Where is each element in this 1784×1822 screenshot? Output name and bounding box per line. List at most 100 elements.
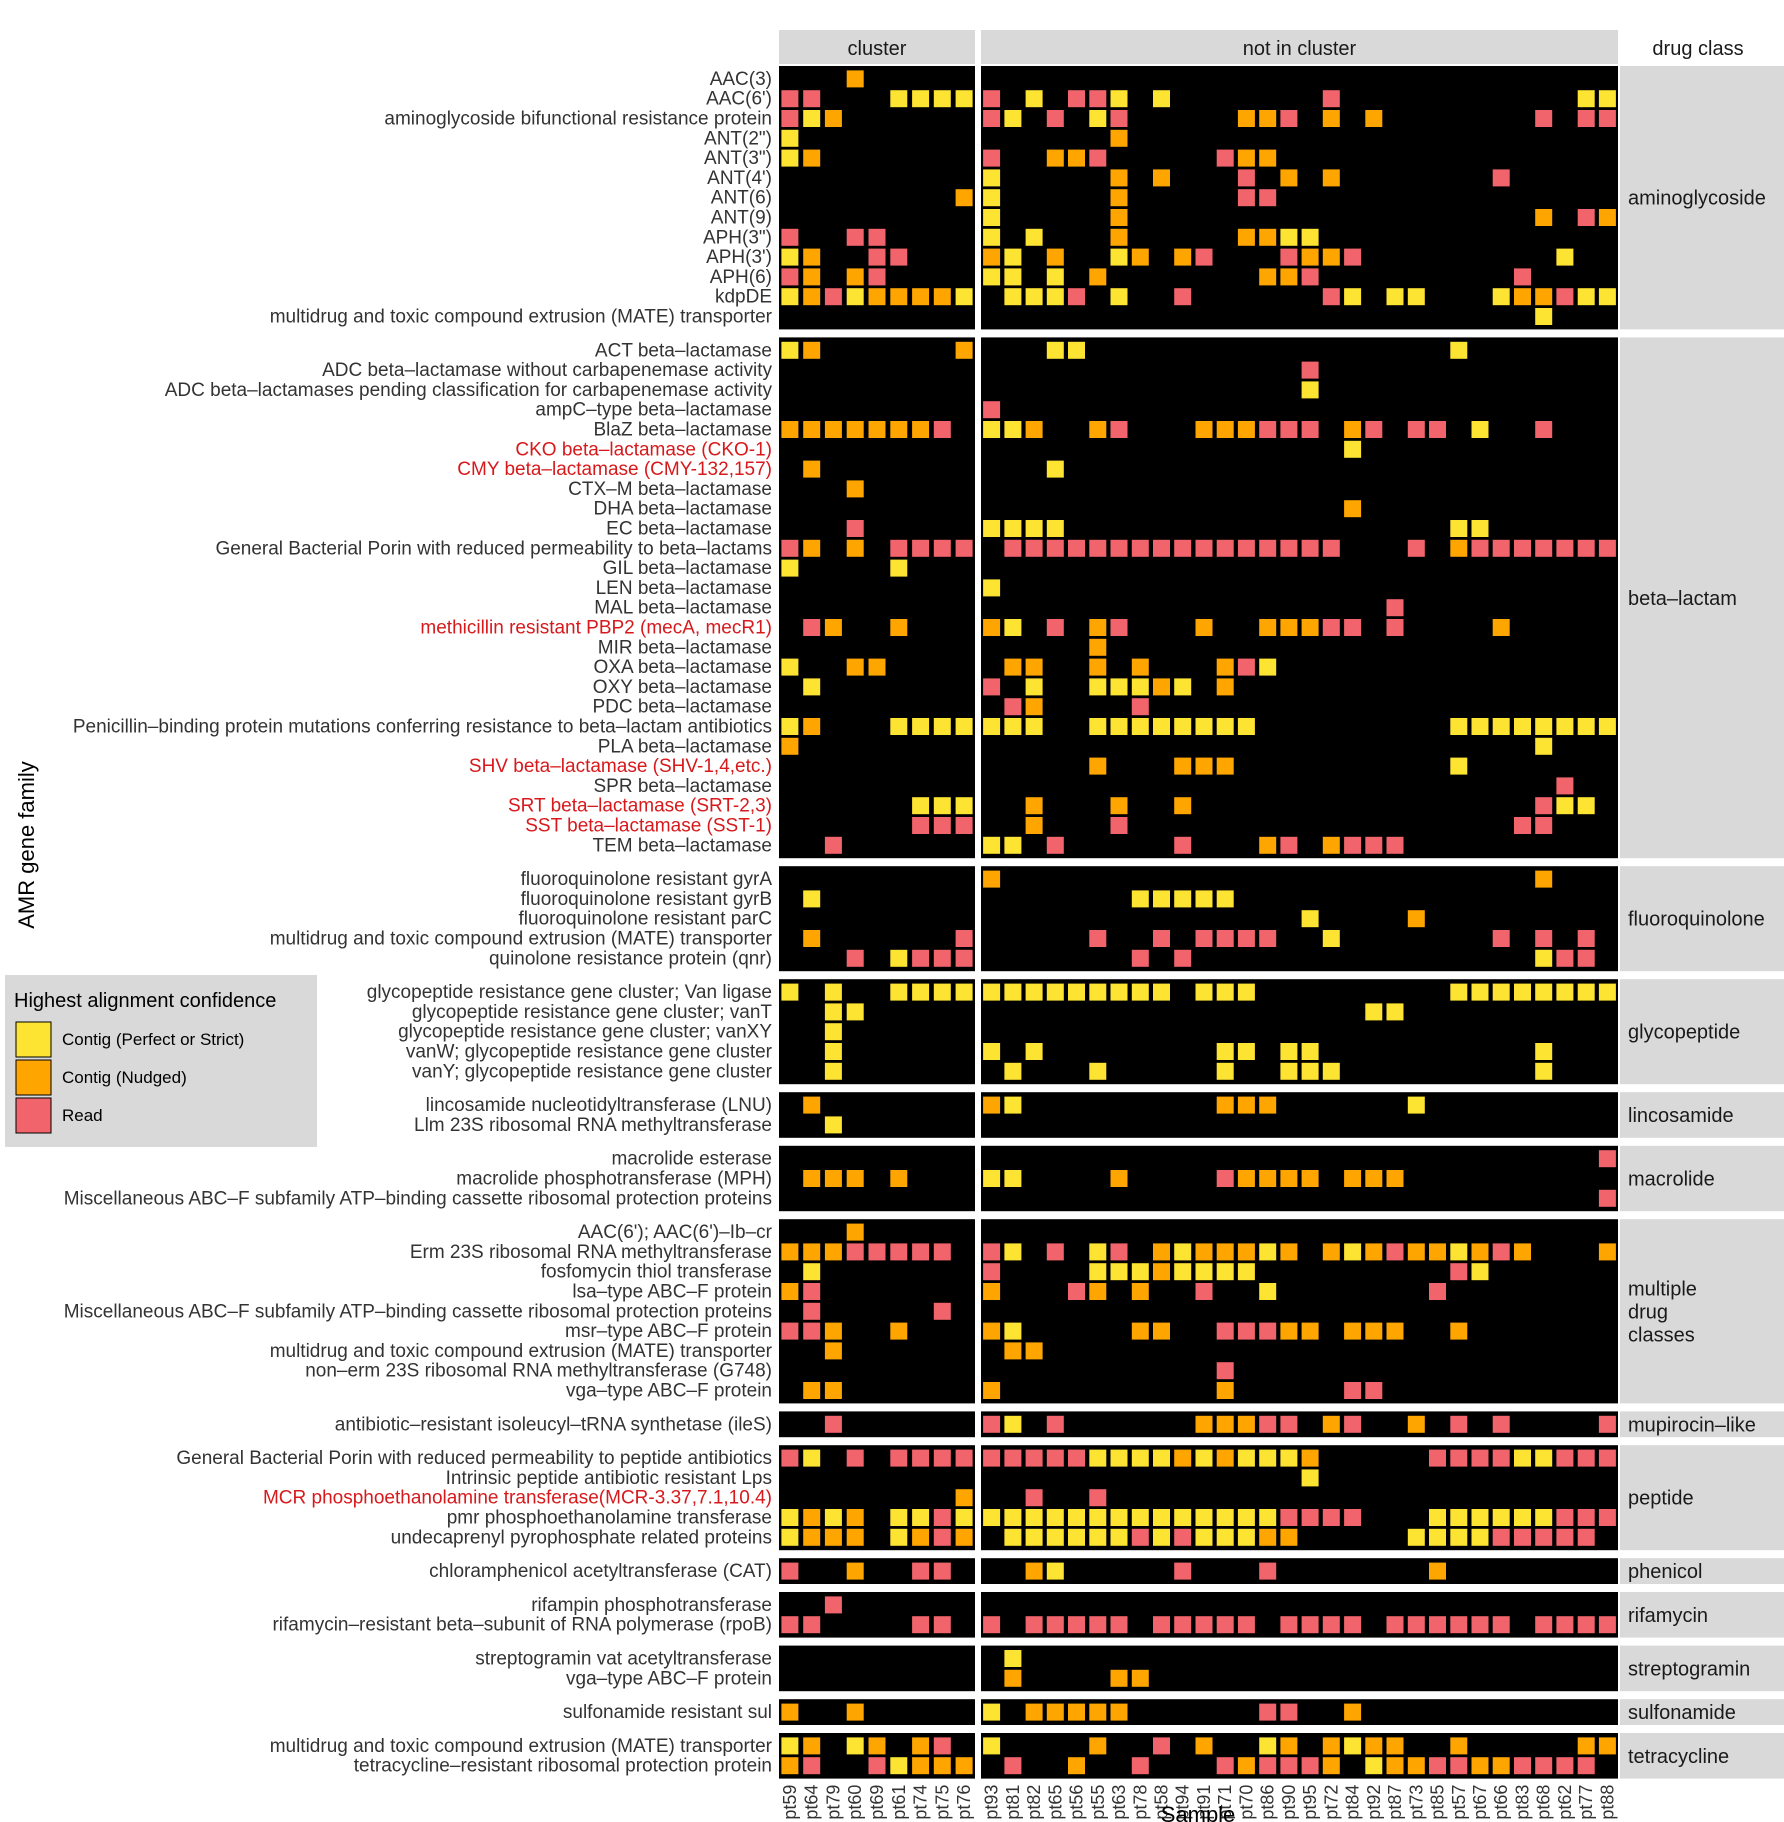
gene-family-label: GIL beta–lactamase (603, 558, 772, 579)
heatmap-cell (1216, 1382, 1234, 1399)
heatmap-cell (1535, 288, 1553, 306)
heatmap-cell (1089, 1243, 1107, 1261)
drug-class-label: beta–lactam (1628, 588, 1737, 610)
heatmap-cell (803, 460, 821, 478)
heatmap-cell (1004, 1669, 1022, 1687)
panel-bg (981, 1092, 1618, 1138)
heatmap-cell (781, 983, 799, 1001)
drug-class-label: aminoglycoside (1628, 188, 1766, 210)
heatmap-cell (1237, 1415, 1255, 1433)
heatmap-cell (781, 1757, 799, 1775)
heatmap-cell (983, 1322, 1001, 1340)
heatmap-cell (1237, 1528, 1255, 1546)
heatmap-cell (1131, 983, 1149, 1001)
heatmap-cell (890, 421, 908, 438)
heatmap-cell (1237, 1449, 1255, 1467)
heatmap-cell (1068, 90, 1085, 108)
heatmap-cell (803, 718, 821, 735)
heatmap-cell (933, 1302, 951, 1320)
heatmap-cell (1598, 1189, 1616, 1207)
heatmap-cell (1322, 930, 1340, 947)
legend-swatch (15, 1021, 52, 1058)
heatmap-cell (846, 520, 864, 537)
heatmap-cell (1386, 1170, 1404, 1187)
heatmap-cell (1280, 1528, 1298, 1546)
heatmap-cell (1322, 1062, 1340, 1080)
legend-background (5, 975, 317, 1147)
gene-family-label: SRT beta–lactamase (SRT-2,3) (508, 796, 772, 817)
heatmap-cell (1110, 1616, 1128, 1634)
heatmap-cell (983, 90, 1001, 108)
legend: Highest alignment confidence Contig (Per… (5, 975, 317, 1147)
heatmap-cell (781, 248, 799, 266)
heatmap-cell (868, 1757, 886, 1775)
heatmap-cell (868, 1737, 886, 1755)
heatmap-cell (1301, 1322, 1319, 1340)
heatmap-cell (1110, 1243, 1128, 1261)
heatmap-cell (1237, 1096, 1255, 1114)
heatmap-cell (1598, 539, 1616, 557)
panel-bg (779, 66, 975, 330)
heatmap-cell (1322, 619, 1340, 636)
heatmap-cell (824, 619, 842, 636)
drug-class-label: peptide (1628, 1488, 1694, 1510)
heatmap-cell (824, 421, 842, 438)
heatmap-cell (1301, 1469, 1319, 1487)
heatmap-cell (1365, 110, 1383, 127)
gene-family-label: rifampin phosphotransferase (531, 1595, 772, 1616)
heatmap-cell (1025, 678, 1043, 696)
heatmap-cell (983, 1243, 1001, 1261)
sample-tick-label: pt64 (802, 1785, 822, 1820)
heatmap-cell (1492, 1415, 1510, 1433)
heatmap-cell (955, 949, 973, 967)
heatmap-cell (1535, 1616, 1553, 1634)
heatmap-cell (912, 288, 930, 306)
heatmap-cell (1535, 949, 1553, 967)
heatmap-cell (1365, 1382, 1383, 1399)
gene-family-label: MAL beta–lactamase (594, 598, 772, 619)
gene-family-label: ampC–type beta–lactamase (535, 400, 772, 421)
heatmap-cell (1344, 1616, 1362, 1634)
heatmap-cell (1004, 698, 1022, 716)
heatmap-cell (1216, 983, 1234, 1001)
heatmap-cell (983, 1043, 1001, 1060)
heatmap-cell (1535, 421, 1553, 438)
heatmap-cell (803, 1757, 821, 1775)
heatmap-cell (912, 1243, 930, 1261)
panel-bg (981, 1699, 1618, 1725)
heatmap-cell (1322, 90, 1340, 108)
drug-class-label: drug (1628, 1301, 1668, 1323)
heatmap-cell (1110, 129, 1128, 147)
heatmap-cell (1195, 1528, 1213, 1546)
heatmap-cell (1195, 983, 1213, 1001)
heatmap-cell (912, 1562, 930, 1580)
heatmap-cell (1598, 209, 1616, 226)
gene-family-label: tetracycline–resistant ribosomal protect… (354, 1756, 772, 1777)
heatmap-cell (846, 539, 864, 557)
heatmap-cell (1407, 1243, 1425, 1261)
heatmap-cell (1046, 520, 1064, 537)
heatmap-cell (1131, 698, 1149, 716)
heatmap-cell (1556, 1509, 1574, 1526)
heatmap-cell (1259, 930, 1277, 947)
legend-item-label: Contig (Nudged) (62, 1068, 187, 1087)
heatmap-cell (1259, 539, 1277, 557)
heatmap-cell (1131, 1528, 1149, 1546)
heatmap-cell (1153, 539, 1170, 557)
gene-family-label: DHA beta–lactamase (594, 499, 773, 520)
gene-family-label: MIR beta–lactamase (598, 637, 772, 658)
heatmap-cell (781, 228, 799, 246)
heatmap-cell (1025, 817, 1043, 834)
column-strip-bg (779, 30, 975, 64)
drug-class-strip-bg (1620, 1558, 1784, 1584)
drug-class-strip-bg (1620, 1645, 1784, 1692)
heatmap-cell (824, 1116, 842, 1134)
heatmap-cell (1004, 1322, 1022, 1340)
heatmap-cell (1514, 288, 1531, 306)
heatmap-cell (1322, 288, 1340, 306)
sample-tick-label: pt84 (1343, 1785, 1363, 1820)
gene-family-label: ACT beta–lactamase (595, 340, 772, 361)
heatmap-cell (1492, 169, 1510, 187)
heatmap-cell (983, 189, 1001, 207)
heatmap-cell (1492, 1528, 1510, 1546)
